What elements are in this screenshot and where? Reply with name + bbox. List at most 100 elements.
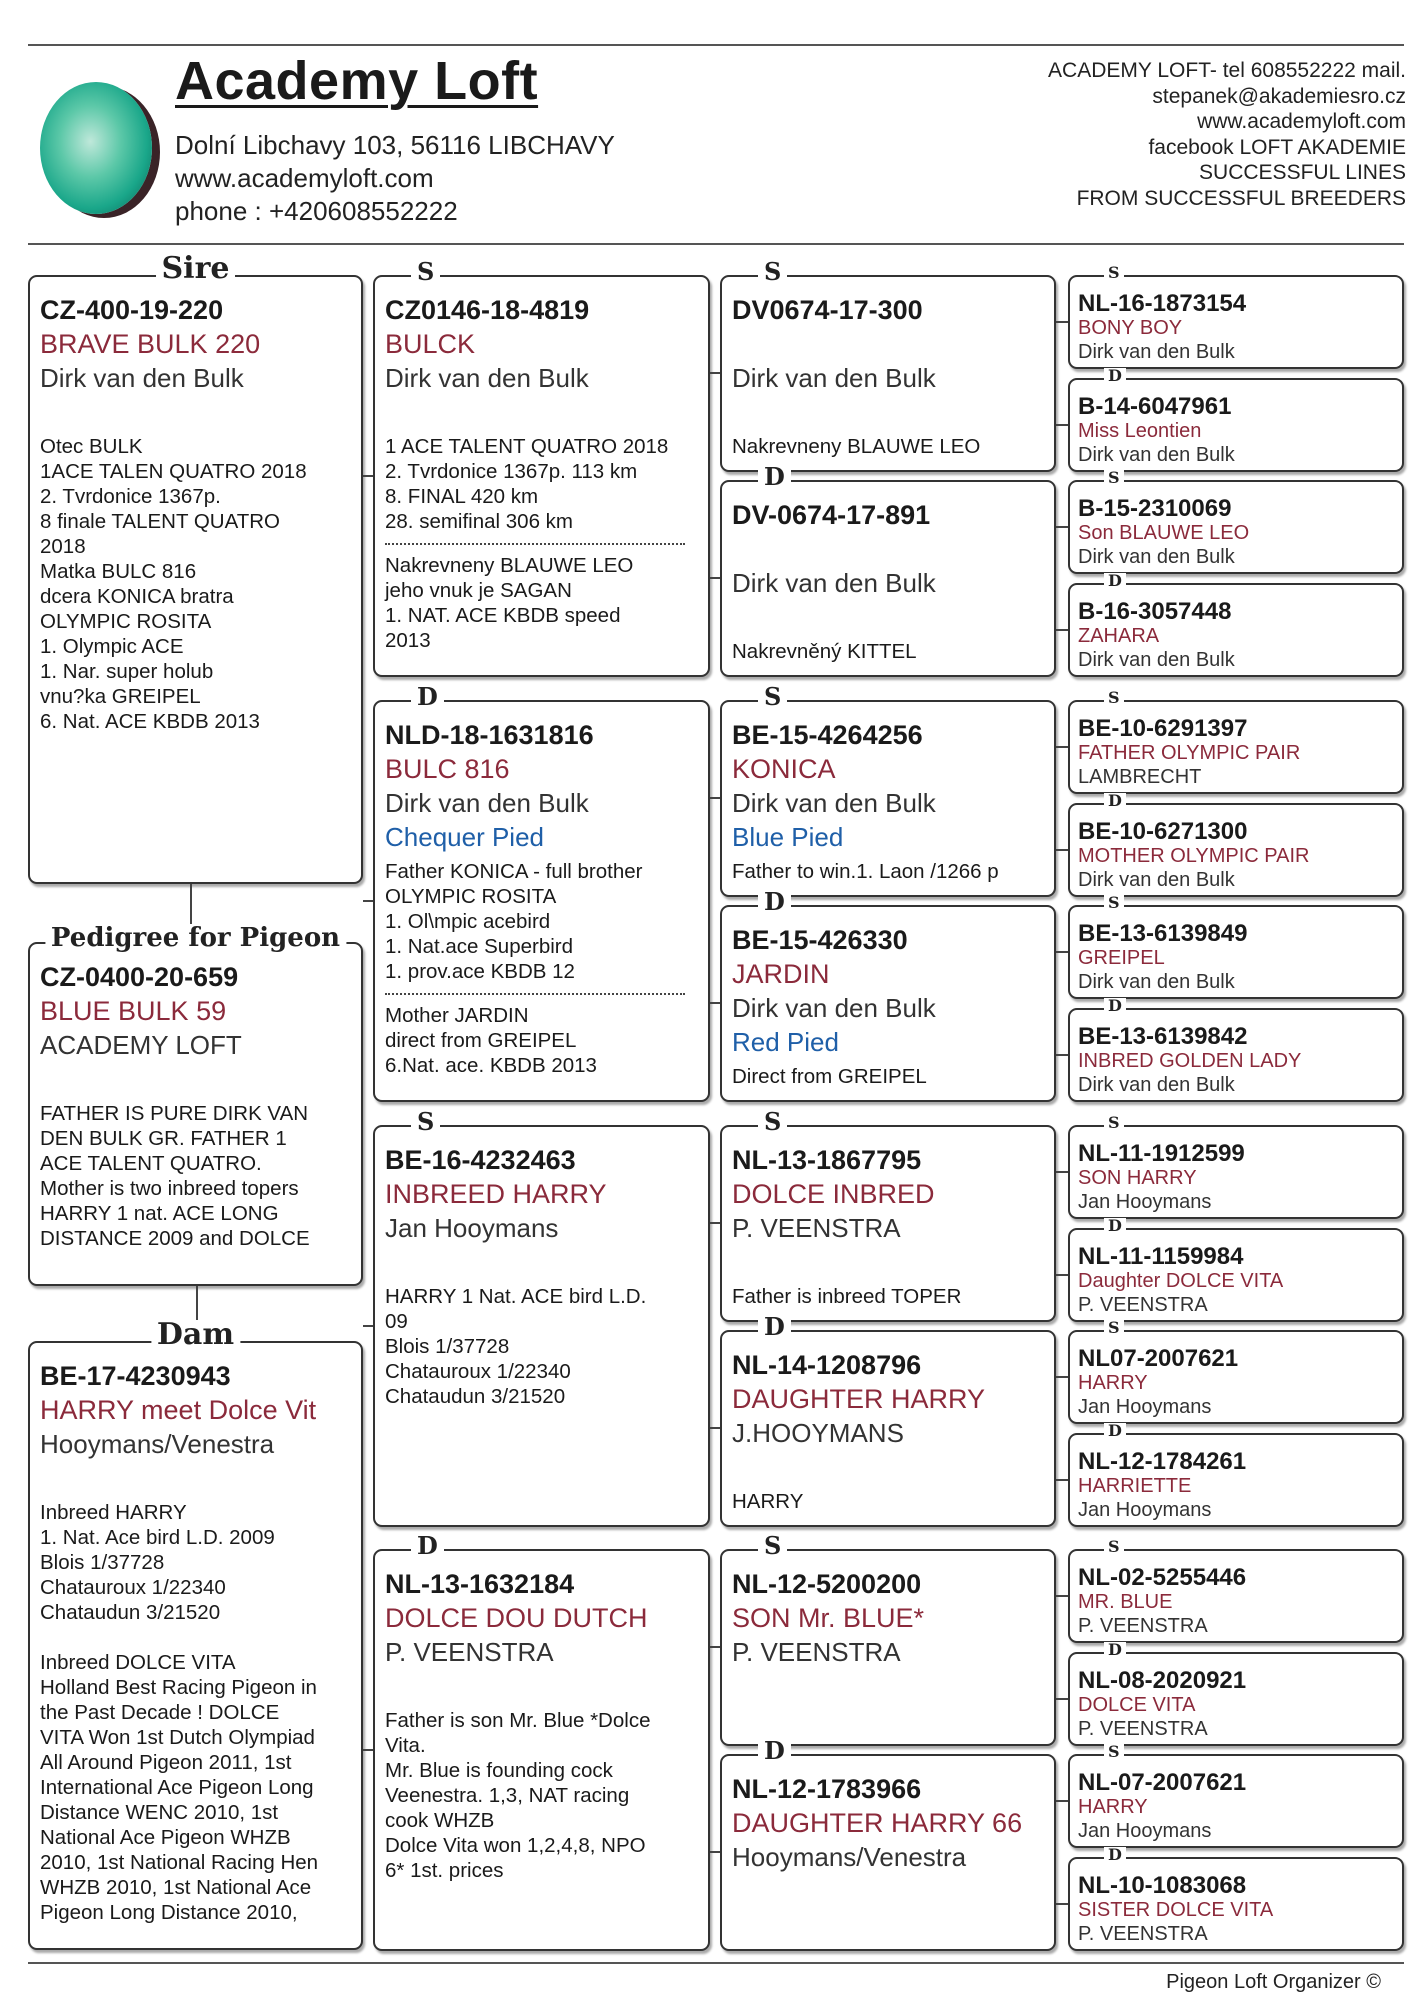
note-line: DISTANCE 2009 and DOLCE [40,1227,310,1250]
box-content: NL-07-2007621 HARRY Jan Hooymans [1078,1770,1394,1843]
contact-line: stepanek@akademiesro.cz [1152,84,1406,108]
ring-number: NL07-2007621 [1078,1345,1239,1372]
contact-line: ACADEMY LOFT- tel 608552222 mail. [1048,59,1406,82]
contact-block: ACADEMY LOFT- tel 608552222 mail. stepan… [1048,58,1406,211]
ring-number: BE-10-6271300 [1078,818,1248,845]
note-line: Chataudun 3/21520 [40,1601,221,1624]
box-content: BE-15-426330 JARDIN Dirk van den Bulk Red P… [732,923,1042,1089]
note-line: 2. Tvrdonice 1367p. 113 km [385,460,638,483]
connector-line [363,900,373,902]
box-label: S [411,258,441,286]
pigeon-notes: Father to win.1. Laon /1266 p [732,859,1042,884]
breeder-name: P. VEENSTRA [385,1637,554,1667]
breeder-name: P. VEENSTRA [1078,1615,1208,1637]
note-line: direct from GREIPEL [385,1029,577,1052]
breeder-name: Dirk van den Bulk [732,363,936,393]
ring-number: NL-07-2007621 [1078,1769,1247,1796]
box-label: D [758,888,791,916]
note-line: 1 ACE TALENT QUATRO 2018 [385,435,669,458]
breeder-name: Jan Hooymans [385,1213,559,1243]
pigeon-name: HARRY meet Dolce Vit [40,1395,317,1425]
connector-line [1056,1376,1068,1378]
connector-line [363,1325,373,1327]
ring-number: BE-10-6291397 [1078,715,1248,742]
breeder-name: P. VEENSTRA [732,1213,901,1243]
great-grandparent-box: D NL-12-1784261 HARRIETTE Jan Hooymans [1068,1423,1404,1527]
pigeon-color: Red Pied [732,1027,839,1057]
connector-line [1056,1054,1068,1056]
pigeon-name: SON Mr. BLUE* [732,1603,925,1633]
connector-line [710,1222,720,1224]
breeder-name: Dirk van den Bulk [1078,869,1235,891]
box-content: BE-13-6139849 GREIPEL Dirk van den Bulk [1078,921,1394,994]
box-label: Sire [155,254,236,284]
loft-website: www.academyloft.com [175,163,434,193]
pigeon-notes: Nakrevneny BLAUWE LEO [732,434,1042,459]
note-line: Nakrevneny BLAUWE LEO [732,435,981,458]
pigeon-name: MOTHER OLYMPIC PAIR [1078,845,1310,867]
connector-line [710,372,720,374]
note-line: 1. Nar. super holub [40,660,214,683]
connector-line [1056,1479,1068,1481]
top-rule [28,44,1404,46]
pigeon-name [732,327,1042,361]
note-line: All Around Pigeon 2011, 1st [40,1751,292,1774]
great-grandparent-box: S B-15-2310069 Son BLAUWE LEO Dirk van den … [1068,470,1404,574]
note-line: Chatauroux 1/22340 [40,1576,226,1599]
pigeon-notes: Otec BULK 1ACE TALEN QUATRO 2018 2. Tvrdon… [40,434,349,734]
pigeon-name: INBRED GOLDEN LADY [1078,1050,1302,1072]
ring-number: B-14-6047961 [1078,393,1232,420]
note-line: 1ACE TALEN QUATRO 2018 [40,460,307,483]
note-line: Otec BULK [40,435,143,458]
connector-line [1056,526,1068,528]
note-line: vnu?ka GREIPEL [40,685,201,708]
connector-line [190,884,192,942]
box-label: S [1104,1539,1124,1555]
connector-line [1056,951,1068,953]
contact-line: SUCCESSFUL LINES [1199,161,1406,184]
note-line: Mother JARDIN [385,1004,529,1027]
box-content: B-15-2310069 Son BLAUWE LEO Dirk van den B… [1078,496,1394,569]
box-label: S [1104,1744,1124,1760]
note-line: jeho vnuk je SAGAN [385,579,572,602]
note-line: Chatauroux 1/22340 [385,1360,571,1383]
ring-number: BE-17-4230943 [40,1361,231,1391]
box-label: D [1104,1847,1126,1863]
note-line: ACE TALENT QUATRO. [40,1152,262,1175]
connector-line [1056,1171,1068,1173]
box-label: D [1104,368,1126,384]
connector-line [1056,424,1068,426]
note-line: FATHER IS PURE DIRK VAN [40,1102,309,1125]
note-line: International Ace Pigeon Long [40,1776,314,1799]
note-line: Father is son Mr. Blue *Dolce [385,1709,651,1732]
note-line: Nakrevneny BLAUWE LEO [385,554,634,577]
note-line: Distance WENC 2010, 1st [40,1801,279,1824]
pigeon-name: DAUGHTER HARRY [732,1384,986,1414]
note-line: the Past Decade ! DOLCE [40,1701,280,1724]
connector-line [710,797,720,799]
box-label: S [758,683,788,711]
breeder-name: LAMBRECHT [1078,766,1202,788]
pigeon-name: DOLCE VITA [1078,1694,1196,1716]
box-content: NL-13-1867795 DOLCE INBRED P. VEENSTRA Fath… [732,1143,1042,1309]
grandparent-box: D NL-12-1783966 DAUGHTER HARRY 66 Hooymans/… [720,1737,1056,1951]
box-content: BE-15-4264256 KONICA Dirk van den Bulk Blue… [732,718,1042,884]
pigeon-name: Son BLAUWE LEO [1078,522,1250,544]
box-content: NLD-18-1631816 BULC 816 Dirk van den Bulk C… [385,718,696,1078]
ring-number: CZ-400-19-220 [40,295,224,325]
breeder-name: Dirk van den Bulk [1078,546,1235,568]
grandparent-box: D BE-15-426330 JARDIN Dirk van den Bulk Red … [720,888,1056,1102]
box-content: NL-13-1632184 DOLCE DOU DUTCH P. VEENSTRA F… [385,1567,696,1883]
box-content: NL-10-1083068 SISTER DOLCE VITA P. VEENSTR… [1078,1873,1394,1946]
connector-line [710,1002,720,1004]
note-line: Dolce Vita won 1,2,4,8, NPO [385,1834,646,1857]
note-line: 2013 [385,629,431,652]
note-line: Blois 1/37728 [40,1551,165,1574]
box-content: NL-08-2020921 DOLCE VITA P. VEENSTRA [1078,1668,1394,1741]
great-grandparent-box: S NL-16-1873154 BONY BOY Dirk van den Bulk [1068,265,1404,369]
note-line: OLYMPIC ROSITA [385,885,557,908]
ring-number: NL-16-1873154 [1078,290,1247,317]
note-line: WHZB 2010, 1st National Ace [40,1876,312,1899]
ring-number: NLD-18-1631816 [385,720,594,750]
